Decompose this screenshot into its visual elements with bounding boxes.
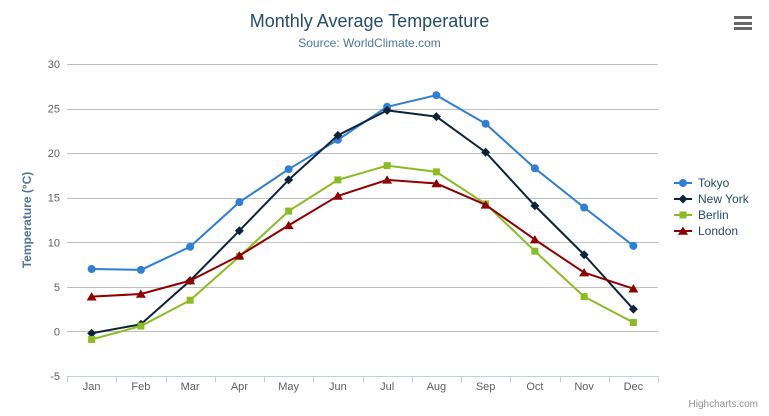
data-point-london[interactable] xyxy=(86,292,97,301)
y-axis-label: 20 xyxy=(48,148,60,160)
data-point-tokyo[interactable] xyxy=(432,91,441,100)
y-axis-label: 5 xyxy=(54,282,60,294)
series-line-new-york xyxy=(90,109,635,335)
data-point-berlin[interactable] xyxy=(334,176,342,184)
legend-item-tokyo[interactable]: Tokyo xyxy=(673,175,749,191)
data-point-berlin[interactable] xyxy=(285,207,293,215)
data-point-tokyo[interactable] xyxy=(629,241,638,250)
hamburger-icon xyxy=(734,27,752,30)
data-point-new-york[interactable] xyxy=(234,226,244,236)
hamburger-icon xyxy=(734,16,752,19)
chart-subtitle: Source: WorldClimate.com xyxy=(298,36,441,50)
data-point-tokyo[interactable] xyxy=(580,203,589,212)
data-point-london[interactable] xyxy=(332,191,343,200)
x-axis-label: Feb xyxy=(131,381,150,393)
triangle-series-marker-icon xyxy=(674,226,692,235)
data-point-tokyo[interactable] xyxy=(136,265,145,274)
data-point-london[interactable] xyxy=(480,200,491,209)
data-point-new-york[interactable] xyxy=(284,175,294,185)
data-point-tokyo[interactable] xyxy=(481,119,490,128)
square-series-marker-icon xyxy=(674,211,692,219)
legend-item-label: New York xyxy=(698,192,749,206)
data-point-berlin[interactable] xyxy=(137,322,145,330)
data-point-london[interactable] xyxy=(234,251,245,260)
data-point-london[interactable] xyxy=(185,276,196,285)
data-point-berlin[interactable] xyxy=(383,162,391,170)
legend-item-london[interactable]: London xyxy=(673,223,749,239)
data-point-berlin[interactable] xyxy=(531,247,539,255)
data-point-berlin[interactable] xyxy=(432,168,440,176)
legend-item-label: London xyxy=(698,224,739,238)
y-axis-label: 25 xyxy=(48,104,60,116)
y-axis-label: 15 xyxy=(48,193,60,205)
x-axis-label: Jul xyxy=(380,381,394,393)
x-axis-label: Jun xyxy=(329,381,347,393)
export-menu-button[interactable] xyxy=(734,15,754,31)
data-point-london[interactable] xyxy=(283,220,294,230)
legend: Tokyo New York Berlin London xyxy=(673,175,749,239)
data-point-tokyo[interactable] xyxy=(87,265,96,274)
legend-item-label: Berlin xyxy=(698,208,729,222)
data-point-tokyo[interactable] xyxy=(235,198,244,207)
data-point-london[interactable] xyxy=(628,284,639,293)
data-point-tokyo[interactable] xyxy=(186,242,195,251)
x-axis-label: May xyxy=(278,381,299,393)
data-point-tokyo[interactable] xyxy=(530,164,539,173)
x-axis-label: Aug xyxy=(427,381,447,393)
data-point-berlin[interactable] xyxy=(186,296,194,304)
y-axis-label: -5 xyxy=(50,371,60,383)
hamburger-icon xyxy=(734,21,752,25)
x-axis-label: Sep xyxy=(476,381,496,393)
data-point-new-york[interactable] xyxy=(579,250,589,260)
x-axis-label: Apr xyxy=(231,381,248,393)
data-point-new-york[interactable] xyxy=(628,304,638,314)
data-point-london[interactable] xyxy=(431,178,442,188)
y-axis-label: 0 xyxy=(54,326,60,338)
circle-series-marker-icon xyxy=(674,179,692,187)
x-axis-label: Nov xyxy=(574,381,594,393)
data-point-london[interactable] xyxy=(382,175,393,184)
series-line-tokyo xyxy=(90,94,635,271)
data-point-new-york[interactable] xyxy=(333,130,343,140)
x-axis-label: Mar xyxy=(181,381,200,393)
data-point-berlin[interactable] xyxy=(580,293,588,301)
chart-title: Monthly Average Temperature xyxy=(249,11,490,31)
data-point-new-york[interactable] xyxy=(530,201,540,211)
data-point-london[interactable] xyxy=(529,235,540,244)
series-line-london xyxy=(90,178,635,298)
legend-item-label: Tokyo xyxy=(698,176,730,190)
x-axis-label: Oct xyxy=(526,381,543,393)
legend-item-new-york[interactable]: New York xyxy=(673,191,749,207)
data-point-london[interactable] xyxy=(579,268,590,277)
data-point-berlin[interactable] xyxy=(629,319,637,327)
y-axis-label: 30 xyxy=(48,59,60,71)
x-axis-label: Jan xyxy=(83,381,101,393)
highcharts-credit-link[interactable]: Highcharts.com xyxy=(688,399,758,410)
series-line-berlin xyxy=(90,164,635,341)
legend-item-berlin[interactable]: Berlin xyxy=(673,207,749,223)
data-point-berlin[interactable] xyxy=(88,335,96,343)
data-point-new-york[interactable] xyxy=(481,147,491,157)
diamond-series-marker-icon xyxy=(674,194,692,204)
x-axis-label: Dec xyxy=(624,381,644,393)
data-point-new-york[interactable] xyxy=(431,112,441,122)
y-axis-title: Temperature (°C) xyxy=(20,172,34,269)
data-point-new-york[interactable] xyxy=(87,328,97,338)
data-point-new-york[interactable] xyxy=(382,105,392,115)
y-axis-label: 10 xyxy=(48,237,60,249)
data-point-london[interactable] xyxy=(135,289,146,298)
data-point-tokyo[interactable] xyxy=(284,165,293,174)
